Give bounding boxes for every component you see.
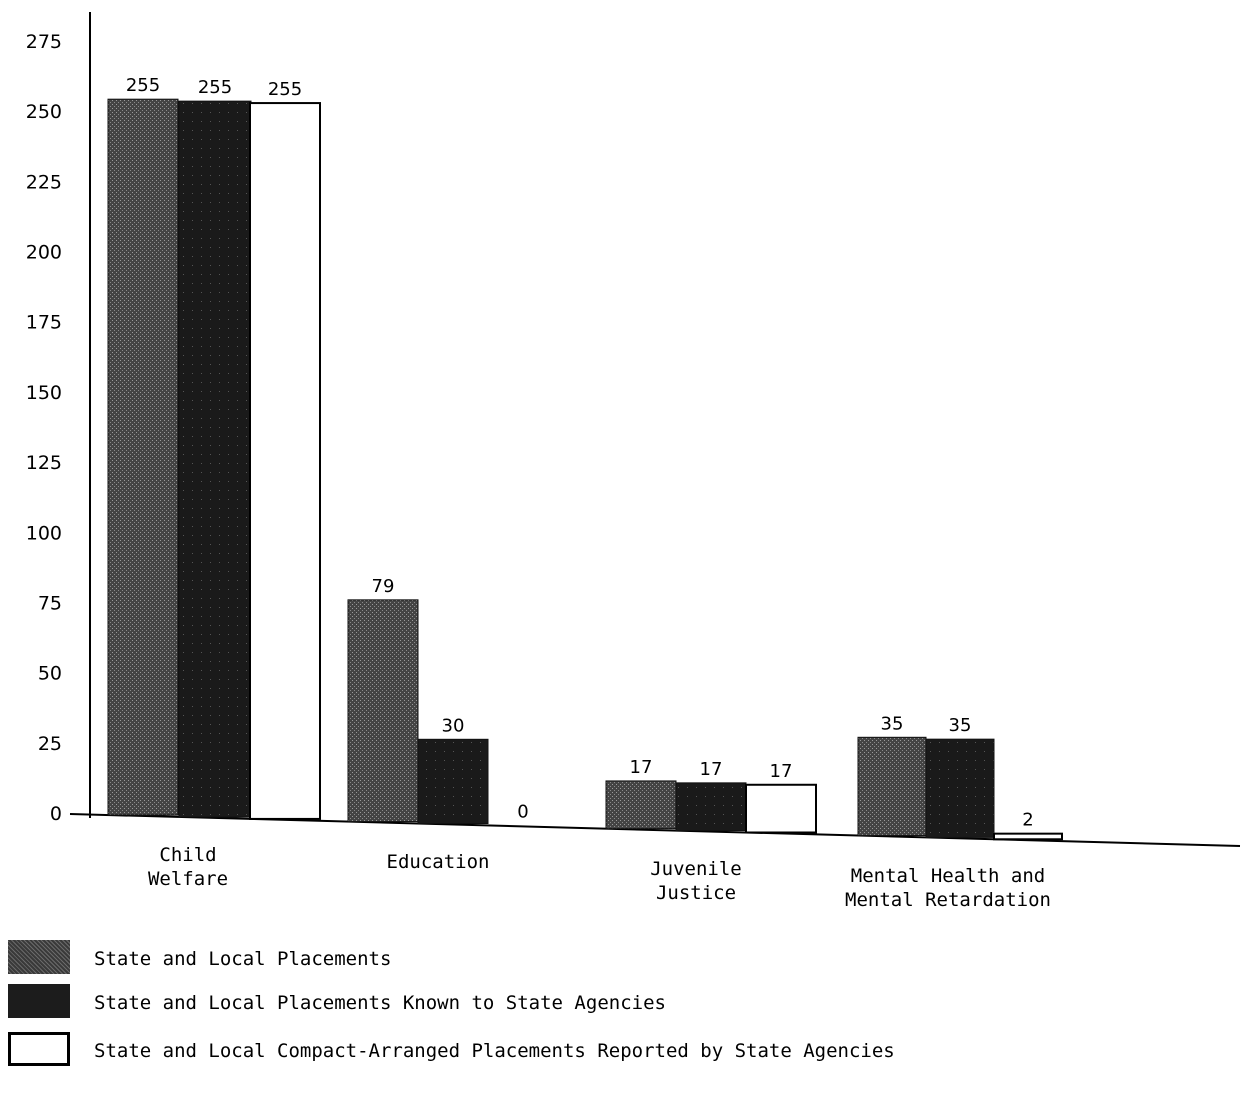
legend-swatch-dark xyxy=(8,984,70,1018)
y-tick-label: 275 xyxy=(26,31,62,53)
bar-3-1 xyxy=(925,738,995,838)
legend-item-known-to-state: State and Local Placements Known to Stat… xyxy=(8,984,1108,1024)
data-label: 255 xyxy=(126,75,160,96)
legend-label: State and Local Compact-Arranged Placeme… xyxy=(94,1040,895,1062)
category-label: Mental Retardation xyxy=(845,889,1051,911)
bar-2-0 xyxy=(605,780,677,830)
y-tick-label: 200 xyxy=(26,242,62,264)
y-tick-label: 25 xyxy=(38,733,62,755)
category-label: Welfare xyxy=(148,868,228,890)
y-tick-label: 0 xyxy=(50,803,62,825)
legend-item-compact-arranged: State and Local Compact-Arranged Placeme… xyxy=(8,1032,1108,1072)
bar-3-2 xyxy=(993,832,1063,841)
legend-swatch-stipple xyxy=(8,940,70,974)
bar-3-0 xyxy=(857,736,927,837)
legend-item-state-local: State and Local Placements xyxy=(8,940,1108,980)
bar-2-2 xyxy=(745,783,817,834)
category-label: Mental Health and xyxy=(851,865,1045,887)
bar-0-2 xyxy=(249,102,321,820)
y-tick-label: 75 xyxy=(38,592,62,614)
category-label: Juvenile xyxy=(650,858,742,880)
bar-1-1 xyxy=(417,738,489,825)
category-label: Education xyxy=(387,851,490,873)
bar-2-1 xyxy=(675,782,747,832)
y-tick-label: 250 xyxy=(26,101,62,123)
bar-0-1 xyxy=(178,100,252,818)
data-label: 17 xyxy=(630,757,653,778)
bar-0-0 xyxy=(107,98,179,816)
data-label: 17 xyxy=(770,761,793,782)
data-label: 30 xyxy=(442,715,465,736)
y-tick-label: 50 xyxy=(38,663,62,685)
data-label: 255 xyxy=(268,79,302,100)
legend-label: State and Local Placements xyxy=(94,948,392,970)
category-label: Child xyxy=(159,844,216,866)
category-label: Justice xyxy=(656,882,736,904)
data-label: 0 xyxy=(517,801,528,822)
y-tick-label: 100 xyxy=(26,522,62,544)
bar-1-0 xyxy=(347,599,419,823)
y-tick-label: 225 xyxy=(26,171,62,193)
y-tick-label: 175 xyxy=(26,312,62,334)
data-label: 17 xyxy=(700,759,723,780)
legend-swatch-outline xyxy=(8,1032,70,1066)
y-tick-label: 150 xyxy=(26,382,62,404)
data-label: 79 xyxy=(372,576,395,597)
legend-label: State and Local Placements Known to Stat… xyxy=(94,992,666,1014)
data-label: 35 xyxy=(949,715,972,736)
data-label: 2 xyxy=(1022,810,1033,831)
data-label: 35 xyxy=(881,713,904,734)
data-label: 255 xyxy=(198,77,232,98)
y-tick-label: 125 xyxy=(26,452,62,474)
